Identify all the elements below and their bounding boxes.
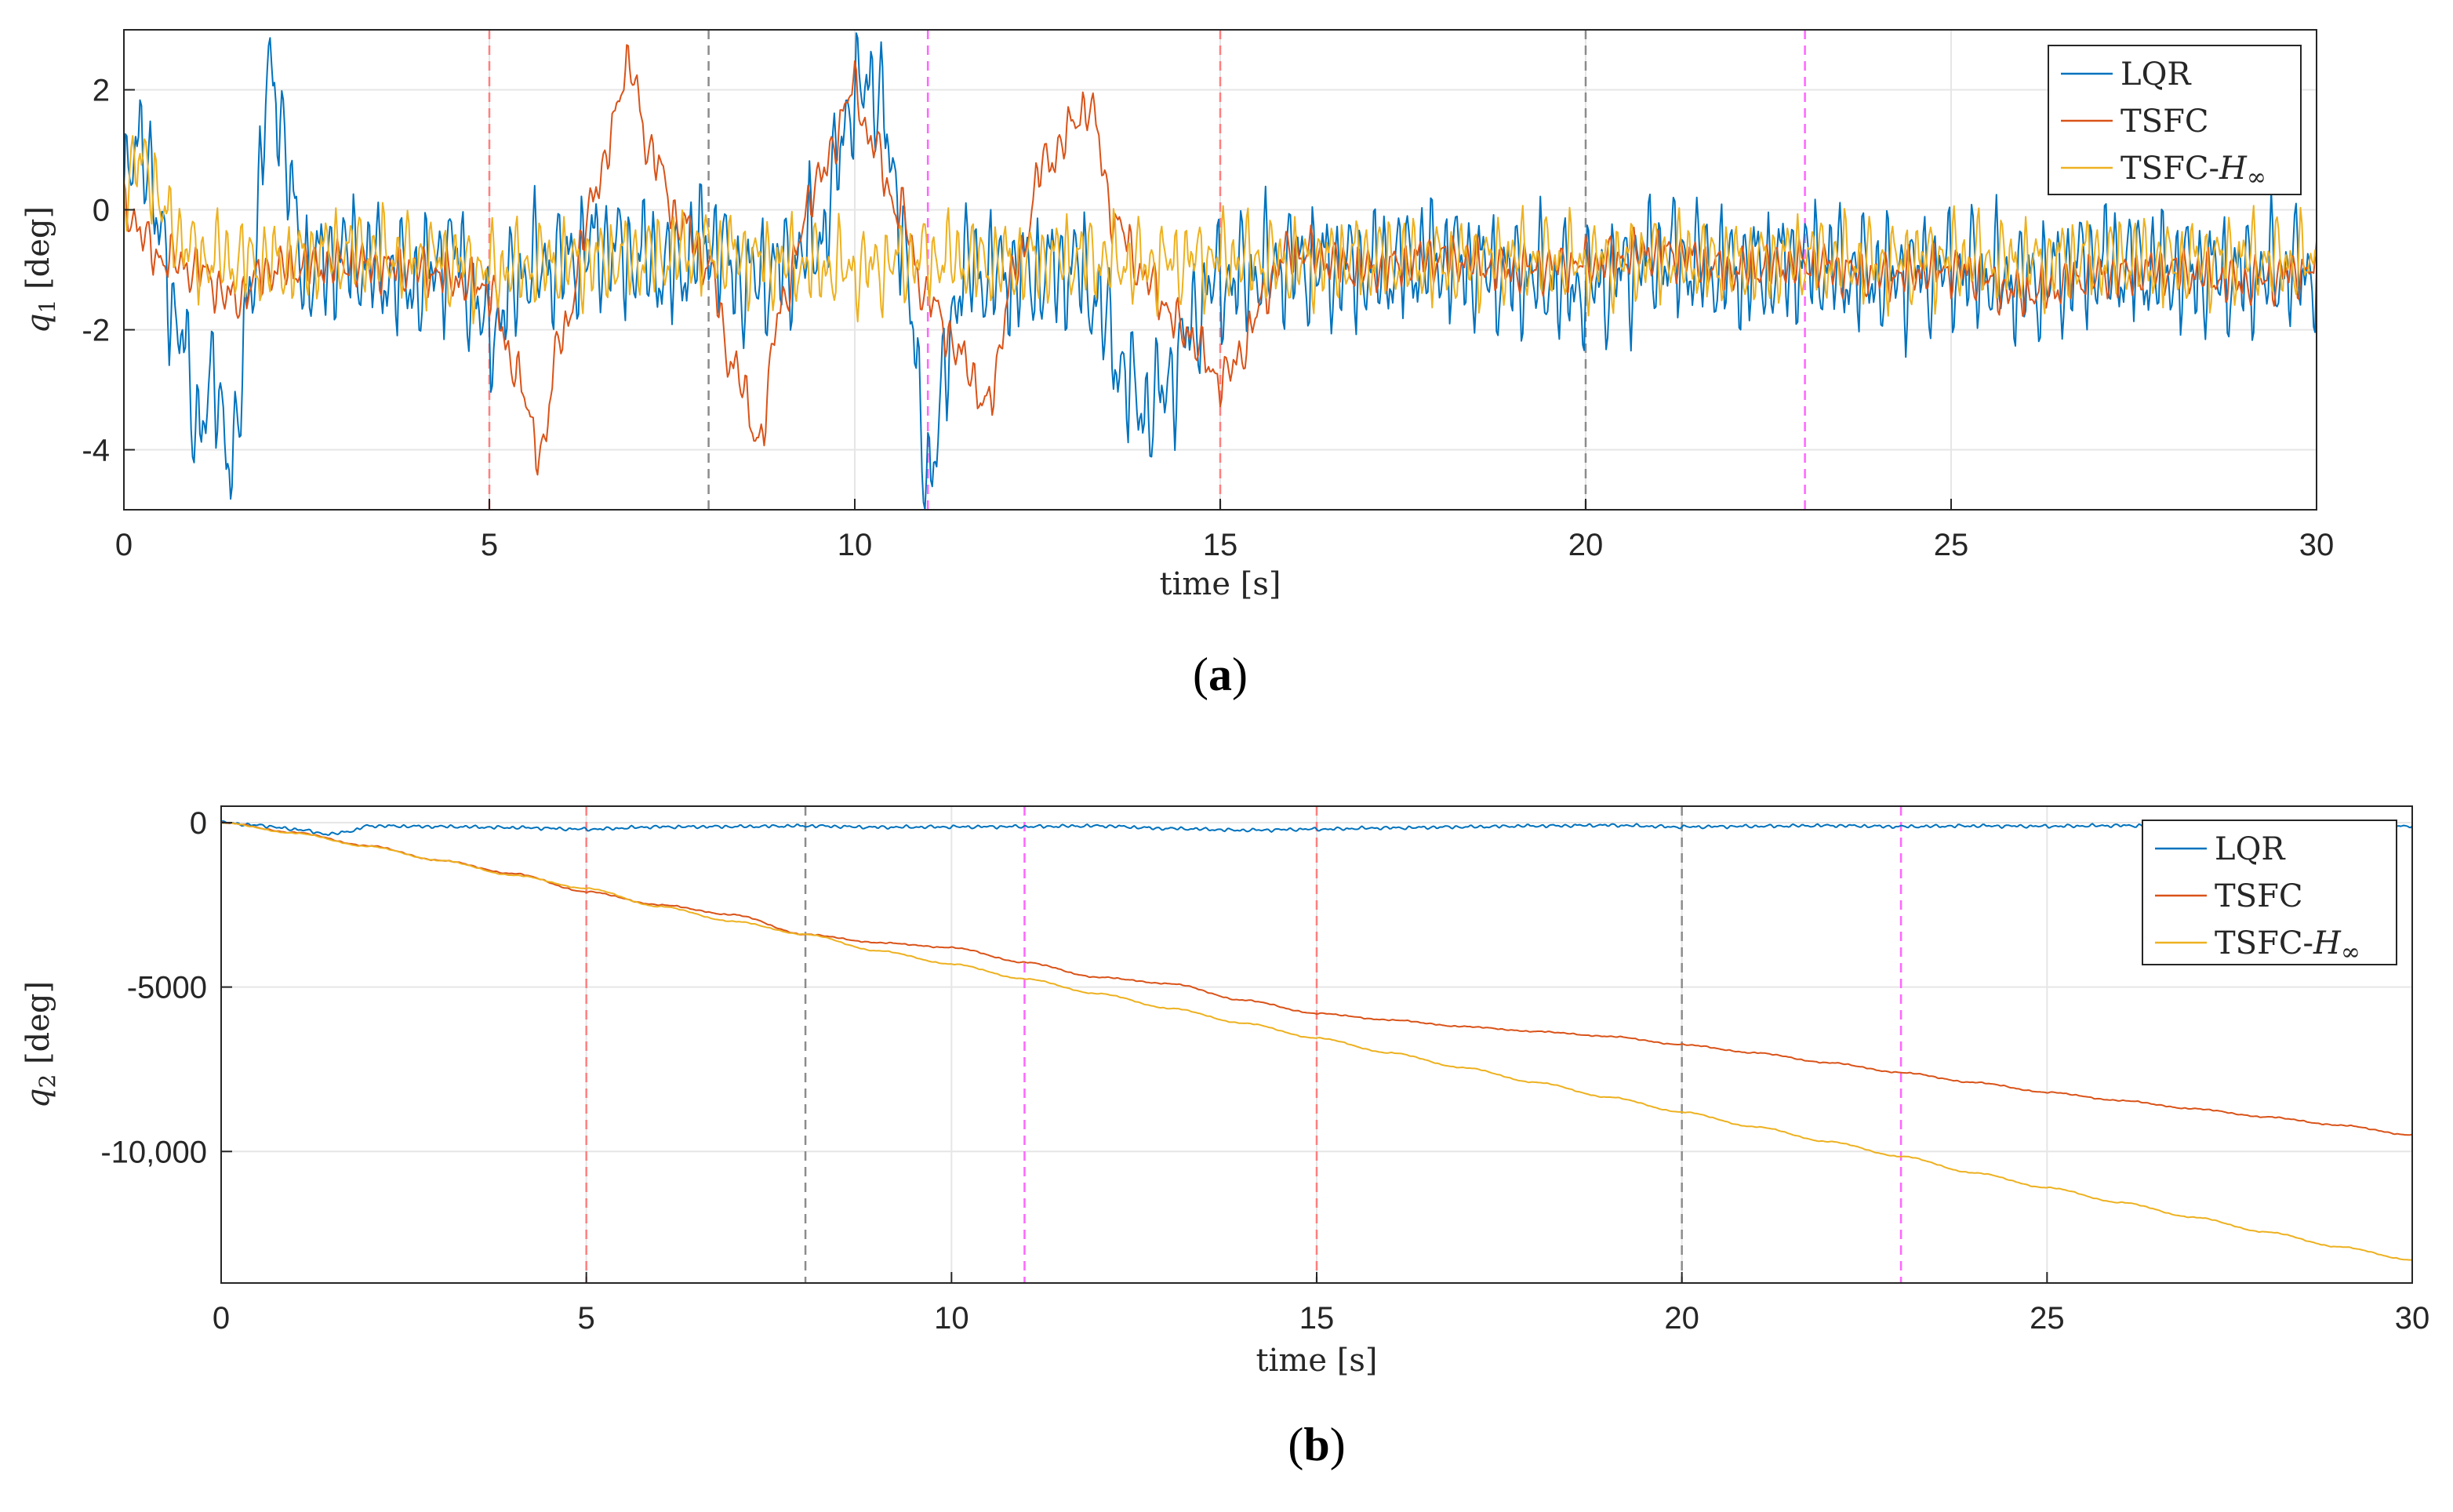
panel-letter: a [1208, 649, 1232, 700]
legend-label: TSFC [2120, 104, 2208, 140]
x-tick-label: 15 [1203, 528, 1238, 562]
x-tick-label: 10 [838, 528, 873, 562]
legend-label-main: TSFC [2215, 878, 2302, 914]
x-tick-label: 5 [578, 1301, 595, 1336]
panel-letter: b [1303, 1419, 1329, 1470]
y-tick-label: -4 [82, 434, 110, 468]
x-axis-label: time [s] [1160, 566, 1281, 602]
legend-label: LQR [2120, 56, 2192, 93]
legend-label-main: LQR [2215, 831, 2286, 867]
x-tick-label: 0 [115, 528, 133, 562]
legend-label-var: H [2219, 151, 2248, 187]
x-tick-label: 20 [1568, 528, 1604, 562]
series-line-tsfc_hinf [221, 821, 2412, 1261]
panel-label: (a) [1193, 649, 1248, 700]
panel-label: (b) [1288, 1419, 1345, 1470]
y-label-sub: 1 [35, 300, 60, 314]
panel-paren-open: ( [1288, 1419, 1303, 1470]
legend-label-var: H [2313, 925, 2342, 961]
y-tick-label: -5000 [127, 971, 207, 1005]
legend-label-main: TSFC- [2215, 925, 2313, 961]
x-tick-label: 10 [934, 1301, 969, 1336]
series-line-tsfc [221, 821, 2412, 1136]
panel-paren-close: ) [1330, 1419, 1346, 1470]
legend-label: LQR [2215, 831, 2286, 867]
legend-box [2048, 45, 2302, 195]
y-axis-label: q1 [deg] [20, 206, 60, 333]
y-tick-label: -2 [82, 314, 110, 348]
legend-label-main: LQR [2120, 56, 2192, 93]
legend-label: TSFC-H∞ [2120, 151, 2266, 191]
legend: LQR TSFC TSFC-H∞ [2142, 820, 2397, 966]
legend-label-main: TSFC [2120, 104, 2208, 140]
legend: LQR TSFC TSFC-H∞ [2048, 45, 2302, 195]
y-tick-label: 0 [93, 194, 110, 228]
series-group [124, 32, 2317, 510]
legend-label-main: TSFC- [2120, 151, 2219, 187]
x-tick-label: 30 [2299, 528, 2335, 562]
x-tick-label: 25 [2030, 1301, 2065, 1336]
chart-panel-a: 0 5 10 15 20 25 30 -4 -2 0 2 time [s] q1 [deg] LQR TSF… [20, 29, 2335, 700]
series-line-tsfc_hinf [124, 135, 2317, 325]
legend-label: TSFC [2215, 878, 2302, 914]
series-group [221, 820, 2412, 1261]
y-tick-label: -10,000 [100, 1135, 207, 1169]
legend-label-sub: ∞ [2247, 164, 2266, 191]
x-tick-label: 20 [1664, 1301, 1699, 1336]
x-tick-label: 25 [1934, 528, 1969, 562]
y-label-var: q [20, 1089, 56, 1109]
x-tick-label: 15 [1299, 1301, 1335, 1336]
series-line-tsfc [124, 44, 2317, 476]
y-label-unit: [deg] [20, 206, 56, 300]
legend-box [2142, 820, 2397, 965]
y-label-var: q [20, 314, 56, 334]
x-tick-label: 30 [2395, 1301, 2430, 1336]
y-label-unit: [deg] [20, 981, 56, 1074]
y-tick-label: 2 [93, 74, 110, 108]
legend-label: TSFC-H∞ [2215, 925, 2360, 966]
chart-panel-b: 0 5 10 15 20 25 30 0 -5000 -10,000 time [s] q2 [deg… [20, 805, 2430, 1470]
panel-paren-close: ) [1232, 649, 1248, 700]
y-tick-label: 0 [190, 806, 207, 841]
legend-label-sub: ∞ [2341, 939, 2360, 966]
y-label-sub: 2 [35, 1074, 60, 1089]
x-tick-label: 5 [481, 528, 498, 562]
x-tick-label: 0 [213, 1301, 230, 1336]
x-axis-label: time [s] [1256, 1343, 1378, 1379]
y-axis-label: q2 [deg] [20, 981, 60, 1108]
panel-paren-open: ( [1193, 649, 1208, 700]
series-line-lqr [221, 820, 2412, 836]
series-line-lqr [124, 32, 2317, 510]
